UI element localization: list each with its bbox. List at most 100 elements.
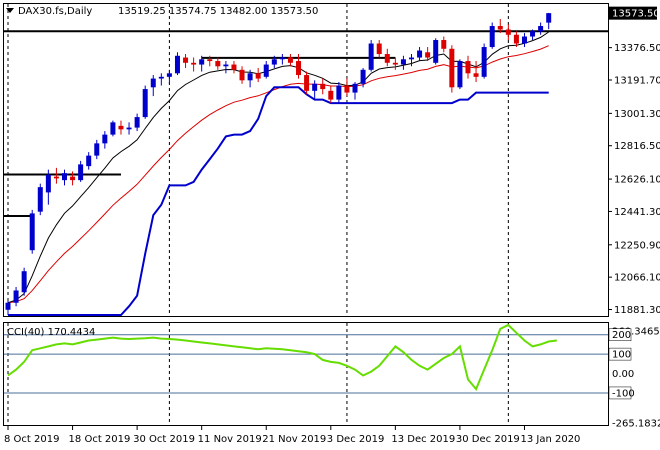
candle-body: [53, 176, 59, 179]
cci-tick-label: -100: [612, 388, 635, 399]
candle-body: [183, 57, 189, 63]
candle-body: [505, 29, 511, 35]
candle-body: [45, 174, 51, 193]
candle-body: [449, 48, 455, 88]
candle-body: [425, 52, 431, 58]
price-axis: 13376.50 13191.70 13001.30 12816.50 12626.10…: [608, 43, 660, 316]
candle-body: [538, 26, 544, 32]
candle-body: [441, 40, 447, 49]
candle-body: [61, 173, 67, 181]
price-tick-label: 12816.50: [614, 141, 660, 152]
candle-body: [215, 61, 221, 67]
candle-body: [134, 117, 140, 128]
candle-body: [174, 55, 180, 74]
candle-body: [231, 64, 237, 70]
candle-body: [312, 83, 318, 91]
candle-body: [417, 50, 423, 58]
price-tick-label: 13376.50: [614, 43, 660, 54]
candle-body: [513, 34, 519, 44]
candles: [5, 12, 552, 315]
candle-body: [223, 64, 229, 67]
candle-body: [465, 61, 471, 74]
candle-body: [37, 187, 43, 212]
candle-body: [400, 59, 406, 65]
candle-body: [481, 47, 487, 77]
price-tick-label: 12250.90: [614, 240, 660, 251]
candle-body: [457, 61, 463, 88]
time-tick-label: 13 Jan 2020: [520, 434, 580, 445]
trailing-line: [8, 86, 549, 316]
candle-body: [279, 57, 285, 60]
collapse-arrow-icon[interactable]: [6, 8, 14, 13]
time-tick-label: 3 Dec 2019: [327, 434, 385, 445]
candle-body: [521, 36, 527, 44]
cci-series-line: [7, 323, 557, 392]
candle-body: [207, 59, 213, 62]
time-tick-label: 13 Dec 2019: [391, 434, 455, 445]
candle-body: [21, 271, 27, 293]
candle-body: [150, 78, 156, 88]
candle-body: [287, 57, 293, 63]
candle-body: [296, 61, 302, 76]
period-separators: [7, 4, 509, 425]
candle-body: [166, 73, 172, 77]
cci-tick-label: 260.3465: [612, 327, 660, 338]
candle-body: [13, 290, 19, 303]
candle-body: [199, 59, 205, 65]
candle-body: [352, 83, 358, 93]
cci-tick-label: 0.00: [612, 369, 634, 380]
price-tick-label: 11881.30: [614, 305, 660, 316]
symbol-label: DAX30.fs,Daily: [18, 6, 92, 17]
candle-body: [239, 69, 245, 81]
cci-level-tag: [608, 328, 632, 341]
candle-body: [158, 76, 164, 79]
candle-body: [360, 69, 366, 84]
candle-body: [110, 122, 116, 135]
candle-body: [191, 62, 197, 65]
candle-body: [94, 143, 100, 156]
candle-body: [497, 26, 503, 30]
candle-body: [433, 40, 439, 63]
candle-body: [247, 73, 253, 81]
price-tick-label: 12626.10: [614, 175, 660, 186]
candle-body: [384, 54, 390, 63]
candle-body: [70, 176, 76, 181]
time-tick-label: 11 Nov 2019: [198, 434, 262, 445]
last-price-tag: 13573.50: [609, 6, 660, 20]
candle-body: [86, 155, 92, 167]
candle-body: [530, 31, 536, 37]
time-tick-label: 21 Nov 2019: [262, 434, 326, 445]
candle-body: [368, 43, 374, 70]
candle-body: [336, 85, 342, 100]
cci-guide-lines: [4, 334, 608, 394]
candle-body: [392, 62, 398, 65]
candle-body: [78, 164, 84, 181]
candle-body: [409, 57, 414, 60]
cci-level-tag: [608, 386, 632, 400]
candle-body: [271, 59, 277, 65]
candle-body: [546, 13, 552, 23]
price-pane: [3, 3, 609, 317]
time-axis: 8 Oct 2019 18 Oct 2019 30 Oct 2019 11 Nov 2…: [4, 426, 580, 445]
cci-line: [7, 323, 557, 392]
candle-body: [473, 73, 479, 77]
candle-body: [126, 127, 132, 130]
candle-body: [304, 75, 310, 91]
price-tick-label: 12066.10: [614, 273, 660, 284]
cci-tick-label: 100: [612, 350, 631, 361]
candle-body: [5, 302, 11, 310]
candle-body: [320, 83, 326, 90]
candle-body: [142, 89, 148, 118]
cci-level-tag: [608, 347, 632, 361]
cci-pane: [3, 322, 609, 426]
time-tick-label: 30 Dec 2019: [456, 434, 520, 445]
candle-body: [263, 64, 269, 77]
candle-body: [255, 73, 261, 79]
price-tick-label: 13191.70: [614, 76, 660, 87]
price-tick-label: 13001.30: [614, 109, 660, 120]
time-tick-label: 18 Oct 2019: [69, 434, 131, 445]
candle-body: [344, 85, 350, 93]
candle-body: [29, 213, 35, 251]
